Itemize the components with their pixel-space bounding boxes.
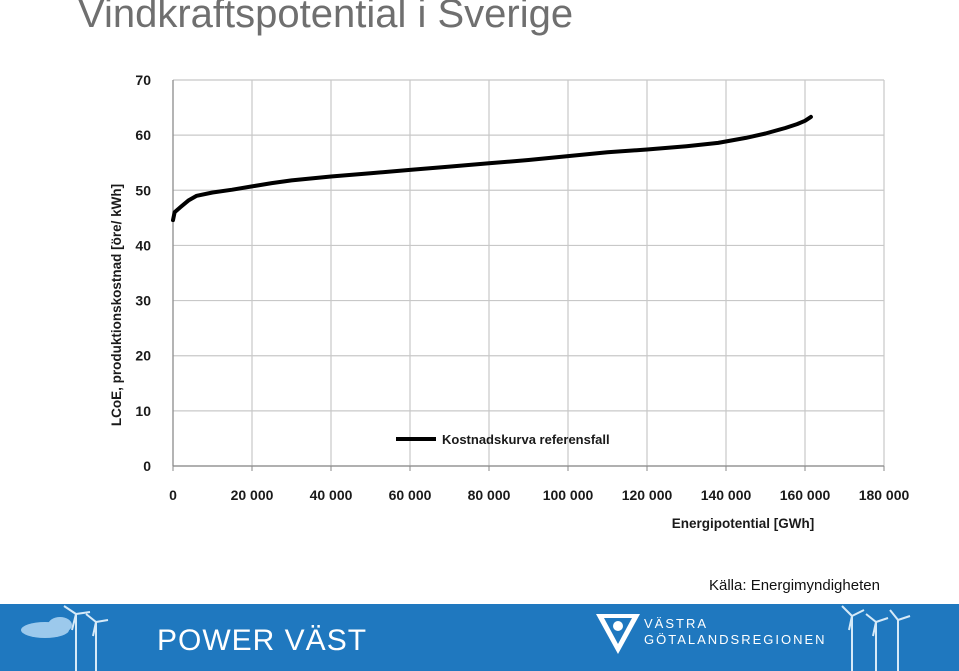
x-tick-label: 140 000 [701,487,752,503]
chart-axes [172,80,885,471]
x-tick-label: 0 [169,487,177,503]
wind-turbine-icon [841,605,911,671]
x-tick-label: 40 000 [310,487,353,503]
x-tick-label: 60 000 [389,487,432,503]
x-tick-labels: 0 20 000 40 000 60 000 80 000 100 000 120 000 1… [169,487,909,503]
x-tick-label: 100 000 [543,487,594,503]
y-tick-label: 70 [135,72,151,88]
chart-grid [172,79,885,467]
brand-vgr: VÄSTRA GÖTALANDSREGIONEN [644,616,827,649]
series-line-kostnadskurva [171,114,813,223]
vgr-logo-icon [596,614,640,654]
footer-banner: POWER VÄST VÄSTRA GÖTALANDSREGIONEN [0,604,959,671]
footer-art [21,605,911,671]
brand-vgr-line2: GÖTALANDSREGIONEN [644,632,827,648]
y-tick-labels: 0 10 20 30 40 50 60 70 [135,72,151,474]
x-tick-label: 80 000 [468,487,511,503]
legend-label: Kostnadskurva referensfall [442,432,610,447]
source-note: Källa: Energimyndigheten [709,577,880,594]
y-tick-label: 40 [135,237,151,253]
x-tick-label: 160 000 [780,487,831,503]
brand-power-vast: POWER VÄST [157,624,368,657]
slide-title: Vindkraftspotential i Sverige [78,0,574,36]
y-axis-title: LCoE, produktionskostnad [öre/ kWh] [109,184,124,426]
y-tick-label: 60 [135,127,151,143]
chart: 0 10 20 30 40 50 60 70 0 20 000 40 000 60 000 80 00… [109,72,910,531]
wind-turbine-icon [63,605,109,671]
x-axis-title: Energipotential [GWh] [672,516,815,531]
y-tick-label: 10 [135,403,151,419]
y-tick-label: 0 [143,458,151,474]
y-tick-label: 50 [135,182,151,198]
brand-vgr-line1: VÄSTRA [644,616,709,631]
x-tick-label: 120 000 [622,487,673,503]
cloud-icon [21,617,72,638]
x-tick-label: 20 000 [231,487,274,503]
y-tick-label: 30 [135,293,151,309]
x-tick-label: 180 000 [859,487,910,503]
y-tick-label: 20 [135,348,151,364]
